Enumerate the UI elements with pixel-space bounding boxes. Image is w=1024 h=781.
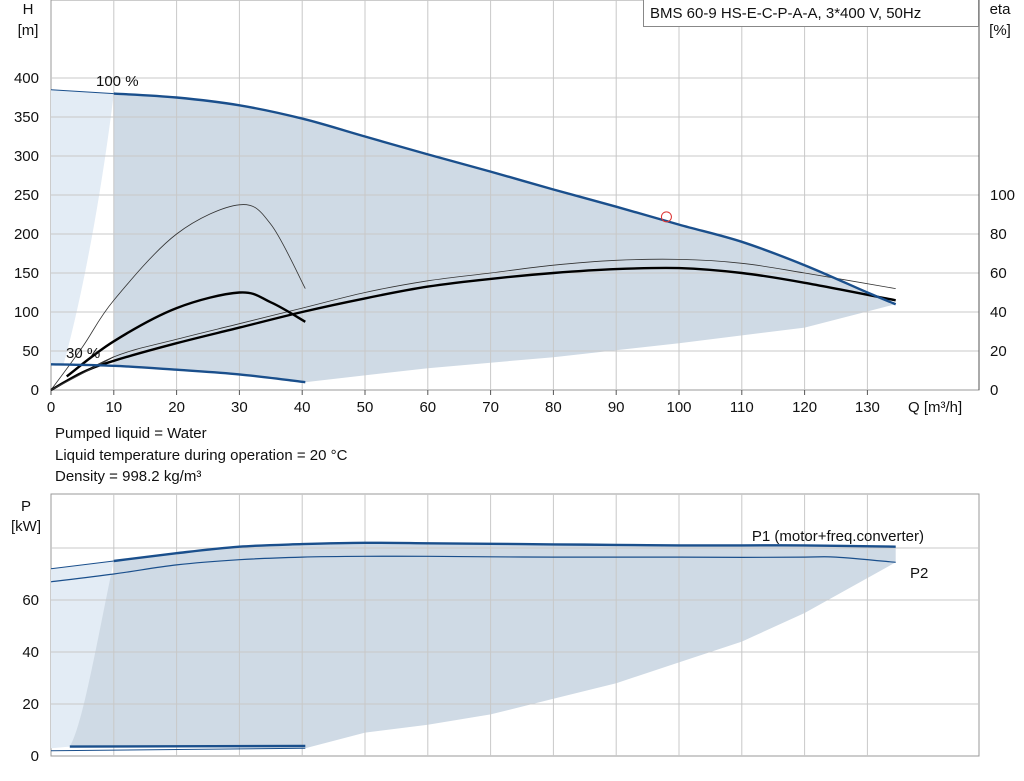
top-operating-region-light — [51, 89, 114, 365]
y2-tick-40: 40 — [990, 304, 1007, 321]
y2-axis-label-name: eta — [990, 1, 1012, 18]
p-tick-0: 0 — [31, 748, 39, 765]
p-tick-20: 20 — [22, 696, 39, 713]
y2-tick-20: 20 — [990, 343, 1007, 360]
p-tick-60: 60 — [22, 592, 39, 609]
eff-min-thin-series — [50, 204, 306, 391]
label-30-percent: 30 % — [66, 345, 100, 362]
x-tick-100: 100 — [666, 399, 691, 416]
y2-tick-100: 100 — [990, 187, 1015, 204]
y-tick-100: 100 — [14, 304, 39, 321]
duty-point-marker — [660, 211, 672, 223]
p-axis-label-unit: [kW] — [11, 518, 41, 535]
p1-series — [113, 541, 896, 563]
x-tick-40: 40 — [294, 399, 311, 416]
y-tick-300: 300 — [14, 148, 39, 165]
x-tick-20: 20 — [168, 399, 185, 416]
y2-tick-0: 0 — [990, 382, 998, 399]
y2-axis-label-unit: [%] — [989, 22, 1011, 39]
head-min-series — [50, 363, 306, 384]
p2-series — [50, 555, 896, 583]
note-pumped-liquid: Pumped liquid = Water — [55, 425, 207, 442]
eff-max-thin-series — [50, 258, 896, 391]
eff-min-series — [65, 291, 306, 378]
x-tick-60: 60 — [419, 399, 436, 416]
head-low-left-series — [50, 89, 114, 95]
eff-origin-line — [50, 356, 115, 391]
bottom-operating-region — [51, 542, 896, 749]
y-tick-400: 400 — [14, 70, 39, 87]
p-tick-40: 40 — [22, 644, 39, 661]
x-tick-110: 110 — [730, 399, 754, 416]
y2-tick-80: 80 — [990, 226, 1007, 243]
x-axis-label: Q [m³/h] — [908, 399, 962, 416]
x-tick-30: 30 — [231, 399, 248, 416]
y-axis-label-unit: [m] — [18, 22, 39, 39]
x-tick-50: 50 — [357, 399, 374, 416]
bottom-operating-region-light — [51, 561, 114, 749]
x-tick-120: 120 — [792, 399, 817, 416]
y-tick-0: 0 — [31, 382, 39, 399]
y-tick-200: 200 — [14, 226, 39, 243]
y2-tick-60: 60 — [990, 265, 1007, 282]
p1-series-label: P1 (motor+freq.converter) — [752, 528, 924, 545]
note-density: Density = 998.2 kg/m³ — [55, 468, 202, 485]
p-axis-label-name: P — [21, 498, 31, 515]
p1-low-left-series — [50, 560, 114, 570]
p2-series-label: P2 — [910, 565, 928, 582]
y-tick-150: 150 — [14, 265, 39, 282]
x-tick-70: 70 — [482, 399, 499, 416]
y-tick-50: 50 — [22, 343, 39, 360]
y-tick-250: 250 — [14, 187, 39, 204]
y-tick-350: 350 — [14, 109, 39, 126]
eff-max-series — [50, 266, 896, 392]
p1-min-series — [69, 744, 306, 748]
x-tick-10: 10 — [105, 399, 122, 416]
label-100-percent: 100 % — [96, 73, 139, 90]
x-tick-0: 0 — [47, 399, 55, 416]
note-liquid-temperature: Liquid temperature during operation = 20… — [55, 447, 348, 464]
head-max-series — [113, 92, 897, 306]
x-tick-80: 80 — [545, 399, 562, 416]
x-tick-130: 130 — [855, 399, 880, 416]
p2-min-series — [50, 747, 306, 752]
x-tick-90: 90 — [608, 399, 625, 416]
model-label: BMS 60-9 HS-E-C-P-A-A, 3*400 V, 50Hz — [643, 0, 979, 27]
y-axis-label-name: H — [23, 1, 34, 18]
